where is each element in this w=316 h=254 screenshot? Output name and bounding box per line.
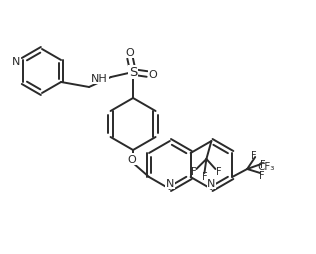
Text: O: O	[149, 70, 157, 80]
Text: F: F	[202, 171, 207, 181]
Text: N: N	[166, 178, 174, 188]
Text: NH: NH	[91, 74, 108, 84]
Text: F: F	[252, 150, 257, 160]
Text: F: F	[216, 166, 221, 176]
Text: N: N	[207, 178, 216, 188]
Text: CF₃: CF₃	[257, 161, 275, 171]
Text: N: N	[12, 57, 20, 67]
Text: S: S	[129, 66, 137, 79]
Text: O: O	[126, 48, 134, 58]
Text: F: F	[259, 170, 265, 180]
Text: O: O	[128, 154, 137, 164]
Text: F: F	[260, 159, 266, 169]
Text: F: F	[191, 166, 196, 176]
